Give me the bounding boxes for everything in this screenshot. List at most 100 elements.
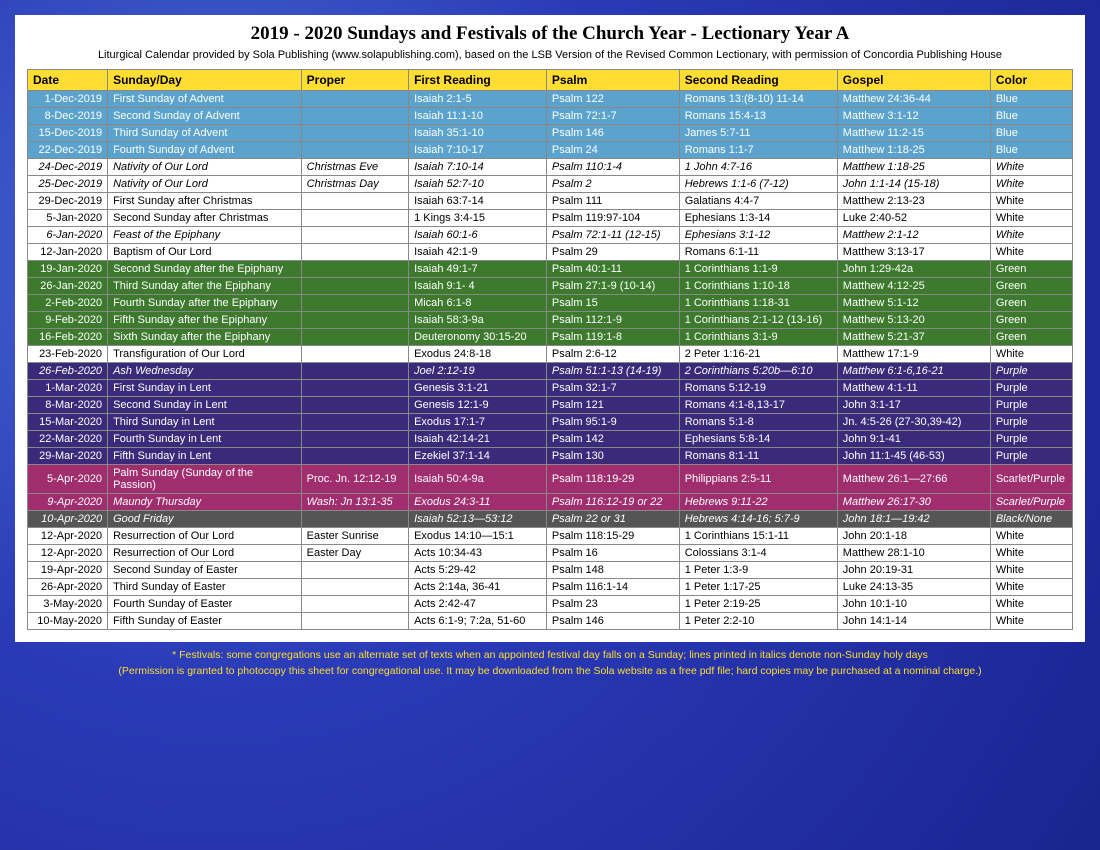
- table-cell: Isaiah 2:1-5: [409, 91, 546, 107]
- table-cell: Isaiah 42:14-21: [409, 431, 546, 447]
- table-cell: [302, 295, 408, 311]
- table-cell: Ash Wednesday: [108, 363, 301, 379]
- table-cell: Acts 6:1-9; 7:2a, 51-60: [409, 613, 546, 629]
- table-row: 6-Jan-2020Feast of the EpiphanyIsaiah 60…: [28, 227, 1072, 243]
- table-cell: Purple: [991, 414, 1072, 430]
- table-cell: [302, 108, 408, 124]
- table-cell: Blue: [991, 108, 1072, 124]
- table-cell: 24-Dec-2019: [28, 159, 107, 175]
- table-row: 10-May-2020Fifth Sunday of EasterActs 6:…: [28, 613, 1072, 629]
- table-cell: Fifth Sunday after the Epiphany: [108, 312, 301, 328]
- table-cell: 5-Apr-2020: [28, 465, 107, 493]
- table-cell: Psalm 130: [547, 448, 679, 464]
- page-title: 2019 - 2020 Sundays and Festivals of the…: [27, 23, 1073, 45]
- calendar-container: 2019 - 2020 Sundays and Festivals of the…: [15, 15, 1085, 642]
- table-row: 5-Jan-2020Second Sunday after Christmas1…: [28, 210, 1072, 226]
- table-cell: Acts 10:34-43: [409, 545, 546, 561]
- table-cell: John 20:1-18: [838, 528, 990, 544]
- table-cell: 2 Peter 1:16-21: [680, 346, 837, 362]
- table-cell: Acts 2:42-47: [409, 596, 546, 612]
- table-cell: Fourth Sunday of Advent: [108, 142, 301, 158]
- table-cell: Acts 5:29-42: [409, 562, 546, 578]
- table-cell: Christmas Eve: [302, 159, 408, 175]
- table-cell: White: [991, 227, 1072, 243]
- table-cell: Matthew 26:1—27:66: [838, 465, 990, 493]
- table-cell: Exodus 24:3-11: [409, 494, 546, 510]
- table-cell: Palm Sunday (Sunday of the Passion): [108, 465, 301, 493]
- table-cell: Romans 4:1-8,13-17: [680, 397, 837, 413]
- table-cell: Matthew 26:17-30: [838, 494, 990, 510]
- table-row: 1-Mar-2020First Sunday in LentGenesis 3:…: [28, 380, 1072, 396]
- table-cell: [302, 397, 408, 413]
- table-cell: 19-Apr-2020: [28, 562, 107, 578]
- table-cell: White: [991, 210, 1072, 226]
- table-cell: Hebrews 4:14-16; 5:7-9: [680, 511, 837, 527]
- table-cell: Purple: [991, 431, 1072, 447]
- table-cell: Purple: [991, 397, 1072, 413]
- table-cell: Isaiah 52:13—53:12: [409, 511, 546, 527]
- table-cell: White: [991, 346, 1072, 362]
- table-cell: Psalm 142: [547, 431, 679, 447]
- table-cell: Hebrews 1:1-6 (7-12): [680, 176, 837, 192]
- table-cell: Third Sunday after the Epiphany: [108, 278, 301, 294]
- table-cell: Resurrection of Our Lord: [108, 545, 301, 561]
- footnote: * Festivals: some congregations use an a…: [15, 648, 1085, 680]
- table-cell: Scarlet/Purple: [991, 494, 1072, 510]
- table-cell: Fourth Sunday in Lent: [108, 431, 301, 447]
- table-cell: Psalm 22 or 31: [547, 511, 679, 527]
- table-cell: John 20:19-31: [838, 562, 990, 578]
- table-cell: [302, 261, 408, 277]
- table-cell: Blue: [991, 125, 1072, 141]
- table-cell: 1 Corinthians 2:1-12 (13-16): [680, 312, 837, 328]
- table-cell: 1 Peter 1:3-9: [680, 562, 837, 578]
- table-cell: White: [991, 545, 1072, 561]
- table-cell: Psalm 116:12-19 or 22: [547, 494, 679, 510]
- table-cell: [302, 380, 408, 396]
- table-cell: [302, 579, 408, 595]
- table-cell: Matthew 5:13-20: [838, 312, 990, 328]
- table-cell: 19-Jan-2020: [28, 261, 107, 277]
- table-cell: White: [991, 596, 1072, 612]
- table-cell: Sixth Sunday after the Epiphany: [108, 329, 301, 345]
- table-cell: Psalm 29: [547, 244, 679, 260]
- table-cell: Second Sunday of Easter: [108, 562, 301, 578]
- table-cell: 1 Peter 1:17-25: [680, 579, 837, 595]
- table-cell: Matthew 2:13-23: [838, 193, 990, 209]
- table-cell: Psalm 2: [547, 176, 679, 192]
- col-header: Gospel: [838, 70, 990, 90]
- table-row: 29-Mar-2020Fifth Sunday in LentEzekiel 3…: [28, 448, 1072, 464]
- table-cell: Blue: [991, 91, 1072, 107]
- table-cell: [302, 613, 408, 629]
- table-cell: Isaiah 9:1- 4: [409, 278, 546, 294]
- table-cell: John 10:1-10: [838, 596, 990, 612]
- table-row: 9-Feb-2020Fifth Sunday after the Epiphan…: [28, 312, 1072, 328]
- table-cell: Romans 1:1-7: [680, 142, 837, 158]
- table-cell: Matthew 1:18-25: [838, 142, 990, 158]
- table-cell: Psalm 148: [547, 562, 679, 578]
- table-cell: Genesis 12:1-9: [409, 397, 546, 413]
- table-cell: Luke 2:40-52: [838, 210, 990, 226]
- table-cell: Exodus 17:1-7: [409, 414, 546, 430]
- table-cell: John 18:1—19:42: [838, 511, 990, 527]
- table-row: 8-Mar-2020Second Sunday in LentGenesis 1…: [28, 397, 1072, 413]
- table-cell: Psalm 15: [547, 295, 679, 311]
- table-cell: Purple: [991, 380, 1072, 396]
- table-cell: Psalm 118:15-29: [547, 528, 679, 544]
- table-cell: White: [991, 159, 1072, 175]
- col-header: Color: [991, 70, 1072, 90]
- table-cell: Psalm 146: [547, 125, 679, 141]
- table-row: 29-Dec-2019First Sunday after ChristmasI…: [28, 193, 1072, 209]
- table-cell: [302, 91, 408, 107]
- table-cell: [302, 448, 408, 464]
- table-cell: Purple: [991, 363, 1072, 379]
- table-cell: Matthew 4:12-25: [838, 278, 990, 294]
- table-cell: Matthew 3:13-17: [838, 244, 990, 260]
- table-cell: Green: [991, 278, 1072, 294]
- table-cell: Third Sunday of Easter: [108, 579, 301, 595]
- table-header-row: DateSunday/DayProperFirst ReadingPsalmSe…: [28, 70, 1072, 90]
- table-cell: Proc. Jn. 12:12-19: [302, 465, 408, 493]
- table-cell: [302, 346, 408, 362]
- table-cell: Luke 24:13-35: [838, 579, 990, 595]
- table-cell: Transfiguration of Our Lord: [108, 346, 301, 362]
- table-cell: 1 Corinthians 1:18-31: [680, 295, 837, 311]
